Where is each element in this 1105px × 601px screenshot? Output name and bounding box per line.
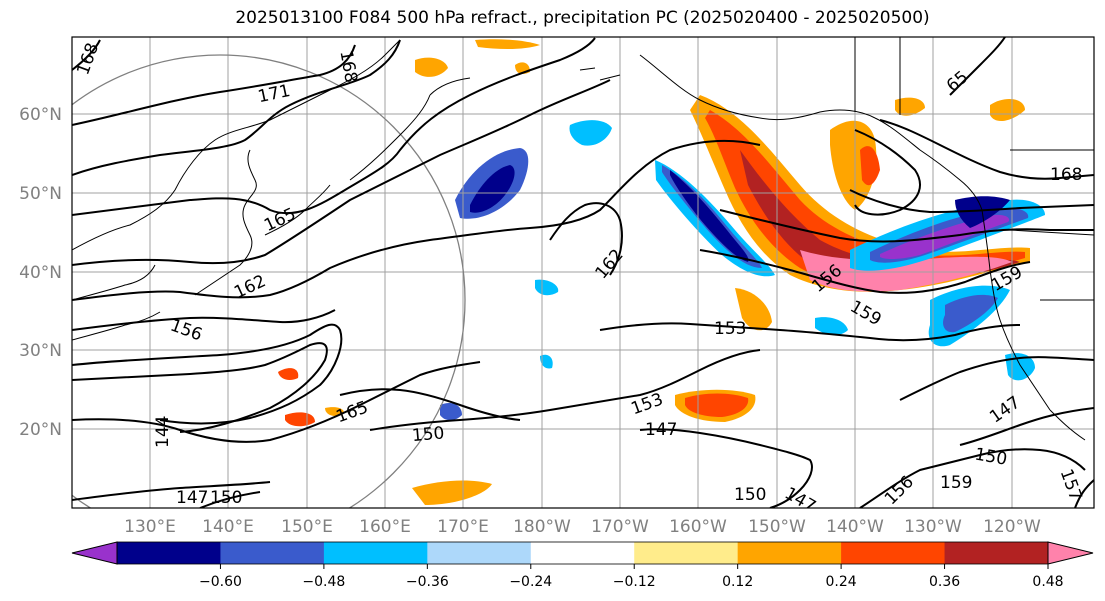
lat-label: 60°N: [19, 105, 62, 125]
colorbar-segment: [220, 542, 325, 564]
colorbar-extend-max: [1047, 541, 1094, 565]
lon-label: 160°W: [669, 517, 727, 537]
contour-label: 168: [1050, 165, 1082, 185]
lon-label: 160°E: [359, 517, 411, 537]
colorbar-segment: [117, 542, 221, 564]
colorbar-segment: [427, 542, 532, 564]
longitude-labels: 130°E 140°E 150°E 160°E 170°E 180°W 170°…: [124, 517, 1041, 537]
colorbar-segment: [634, 542, 739, 564]
contour-label: 153: [714, 319, 746, 339]
contour-label: 144: [153, 416, 173, 448]
contours: [72, 37, 1094, 508]
colorbar-tick-label: 0.48: [1032, 574, 1063, 590]
lon-label: 140°E: [202, 517, 254, 537]
colorbar-tick-label: 0.12: [722, 574, 753, 590]
colorbar-tick-label: −0.12: [613, 574, 656, 590]
colorbar-segment: [323, 542, 428, 564]
lon-label: 150°W: [748, 517, 806, 537]
lat-label: 20°N: [19, 420, 62, 440]
lon-label: 170°E: [437, 517, 489, 537]
lon-label: 180°W: [513, 517, 571, 537]
contour-label: 150: [411, 423, 445, 446]
lat-label: 40°N: [19, 263, 62, 283]
lat-label: 50°N: [19, 184, 62, 204]
colorbar-tick-label: −0.36: [406, 574, 449, 590]
lat-label: 30°N: [19, 341, 62, 361]
colorbar-tick-label: 0.24: [826, 574, 857, 590]
contour-label: 150: [210, 488, 242, 508]
lon-label: 130°E: [124, 517, 176, 537]
contour-label: 159: [940, 473, 972, 493]
lon-label: 130°W: [904, 517, 962, 537]
contour-label: 147: [645, 420, 677, 440]
colorbar-extend-min: [71, 541, 118, 565]
colorbar-tick-label: 0.36: [929, 574, 960, 590]
colorbar-tick-label: −0.60: [199, 574, 242, 590]
colorbar-segment: [737, 542, 842, 564]
lon-label: 150°E: [281, 517, 333, 537]
lon-label: 120°W: [983, 517, 1041, 537]
colorbar-segment: [530, 542, 635, 564]
region-circle: [72, 54, 466, 508]
colorbar-tick-label: −0.48: [302, 574, 345, 590]
colorbar-segment: [841, 542, 946, 564]
contour-label: 147: [176, 488, 208, 508]
precip-shading: [278, 39, 1045, 505]
lon-label: 170°W: [591, 517, 649, 537]
contour-label: 150: [734, 485, 766, 505]
lon-label: 140°W: [826, 517, 884, 537]
colorbar-segment: [944, 542, 1049, 564]
colorbar-tick-label: −0.24: [509, 574, 552, 590]
chart-title: 2025013100 F084 500 hPa refract., precip…: [235, 8, 930, 28]
latitude-labels: 60°N 50°N 40°N 30°N 20°N: [19, 105, 62, 440]
colorbar: −0.60 −0.48 −0.36 −0.24 −0.12 0.12 0.24 0.36 0.4…: [71, 541, 1094, 590]
